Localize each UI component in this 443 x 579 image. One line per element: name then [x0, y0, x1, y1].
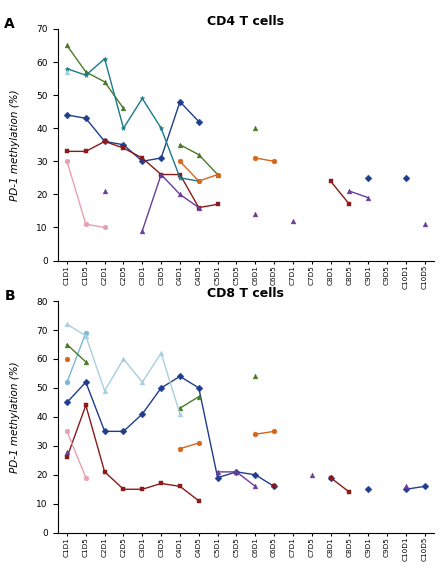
Text: A: A	[4, 17, 15, 31]
Title: CD8 T cells: CD8 T cells	[207, 287, 284, 300]
Y-axis label: PD-1 methylation (%): PD-1 methylation (%)	[10, 361, 20, 472]
Y-axis label: PD-1 methylation (%): PD-1 methylation (%)	[10, 89, 20, 200]
Text: B: B	[4, 290, 15, 303]
Legend: 23, 71, 91, 94, 123, 141, 147, 158: 23, 71, 91, 94, 123, 141, 147, 158	[94, 335, 398, 344]
Title: CD4 T cells: CD4 T cells	[207, 15, 284, 28]
